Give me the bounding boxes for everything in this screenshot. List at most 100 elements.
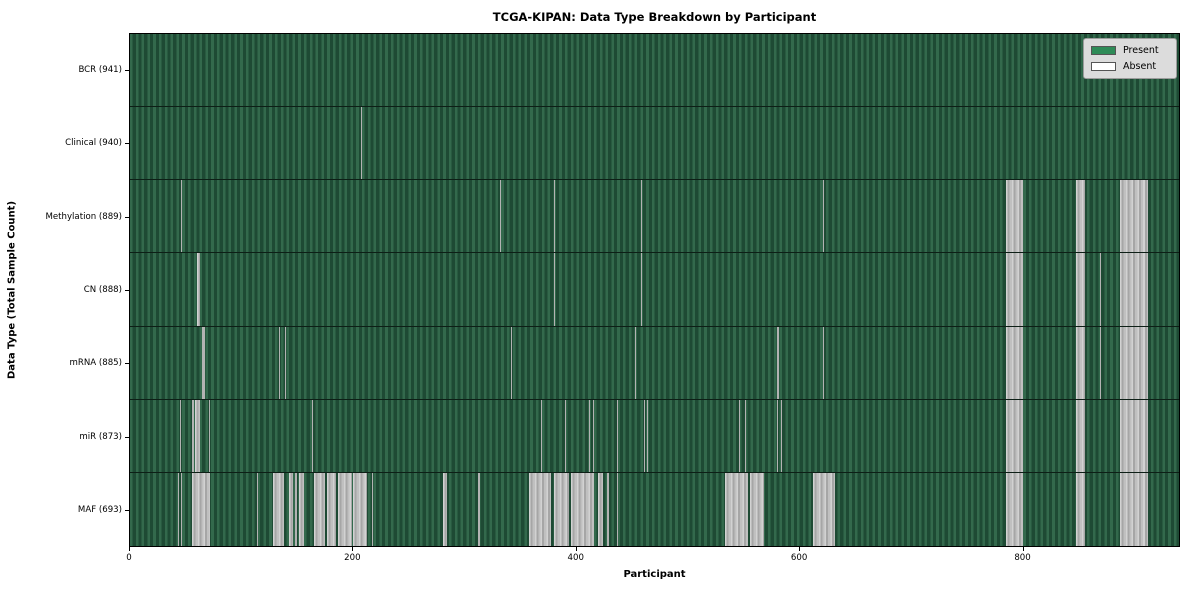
absent-stripe xyxy=(643,399,646,472)
absent-stripe xyxy=(327,472,337,546)
legend-entry-present: Present xyxy=(1091,45,1168,56)
x-axis-label: Participant xyxy=(623,569,686,580)
y-tick-label-methylation: Methylation (889) xyxy=(45,211,122,222)
absent-stripe xyxy=(1006,472,1023,546)
absent-stripe xyxy=(477,472,481,546)
legend-entry-absent: Absent xyxy=(1091,61,1168,72)
absent-stripe xyxy=(177,472,180,546)
absent-stripe xyxy=(311,399,313,472)
row-bcr xyxy=(130,34,1179,108)
x-tick-label-800: 800 xyxy=(1014,553,1031,563)
absent-stripe xyxy=(781,399,783,472)
absent-stripe xyxy=(776,399,778,472)
absent-stripe xyxy=(284,326,287,399)
absent-stripe xyxy=(1119,472,1148,546)
absent-stripe xyxy=(640,180,642,253)
y-tick-mark xyxy=(125,143,129,145)
absent-stripe xyxy=(1076,253,1086,326)
absent-stripe xyxy=(181,180,183,253)
absent-stripe xyxy=(257,472,259,546)
x-tick-label-0: 0 xyxy=(126,553,132,563)
legend-label-present: Present xyxy=(1123,45,1159,56)
absent-stripe xyxy=(1076,180,1086,253)
absent-stripe xyxy=(289,472,293,546)
y-tick-mark xyxy=(125,69,129,71)
y-tick-mark xyxy=(125,290,129,291)
absent-stripe xyxy=(313,472,326,546)
y-tick-label-maf: MAF (693) xyxy=(77,505,122,516)
absent-stripe xyxy=(617,399,619,472)
absent-stripe xyxy=(1076,472,1086,546)
absent-stripe xyxy=(589,399,591,472)
absent-stripe xyxy=(360,107,362,180)
absent-stripe xyxy=(1099,326,1101,399)
x-tick-label-400: 400 xyxy=(567,553,584,563)
x-tick-mark xyxy=(352,547,354,551)
absent-stripe xyxy=(352,472,368,546)
absent-stripe xyxy=(823,326,825,399)
x-tick-mark xyxy=(129,547,130,551)
legend: Present Absent xyxy=(1083,38,1177,79)
absent-stripe xyxy=(1119,326,1148,399)
absent-stripe xyxy=(592,399,594,472)
row-mir xyxy=(130,399,1179,473)
y-tick-label-cn: CN (888) xyxy=(83,285,122,295)
row-clinical xyxy=(130,107,1179,181)
row-mrna xyxy=(130,326,1179,400)
absent-stripe xyxy=(647,399,649,472)
absent-stripe xyxy=(1119,180,1148,253)
absent-stripe xyxy=(209,399,211,472)
x-tick-mark xyxy=(575,547,577,551)
absent-stripe xyxy=(299,472,304,546)
y-tick-label-bcr: BCR (941) xyxy=(78,64,122,75)
y-tick-label-mrna: mRNA (885) xyxy=(69,358,123,369)
absent-stripe xyxy=(634,326,637,399)
row-maf xyxy=(130,472,1179,546)
absent-stripe xyxy=(272,472,284,546)
y-tick-mark xyxy=(125,216,129,218)
absent-stripe xyxy=(553,180,555,253)
absent-stripe xyxy=(1119,253,1148,326)
absent-stripe xyxy=(202,326,205,399)
y-tick-mark xyxy=(125,510,129,512)
absent-stripe xyxy=(607,472,610,546)
y-tick-mark xyxy=(125,436,129,438)
absent-stripe xyxy=(443,472,447,546)
absent-stripe xyxy=(192,472,211,546)
absent-stripe xyxy=(564,399,566,472)
absent-stripe xyxy=(553,253,555,326)
absent-stripe xyxy=(1006,180,1023,253)
absent-stripe xyxy=(181,472,183,546)
y-tick-label-mir: miR (873) xyxy=(79,431,122,442)
absent-stripe xyxy=(541,399,543,472)
absent-stripe xyxy=(1006,399,1023,472)
absent-stripe xyxy=(1076,399,1086,472)
row-cn xyxy=(130,253,1179,327)
y-axis-label: Data Type (Total Sample Count) xyxy=(6,200,18,380)
absent-stripe xyxy=(725,472,748,546)
absent-stripe xyxy=(500,180,502,253)
x-tick-mark xyxy=(1022,547,1024,551)
absent-stripe xyxy=(194,399,201,472)
absent-stripe xyxy=(571,472,594,546)
present-swatch-icon xyxy=(1091,45,1116,56)
absent-stripe xyxy=(598,472,603,546)
absent-stripe xyxy=(640,253,642,326)
plot-area xyxy=(129,33,1180,547)
absent-stripe xyxy=(294,472,298,546)
x-tick-mark xyxy=(799,547,801,551)
absent-stripe xyxy=(553,472,570,546)
absent-stripe xyxy=(511,326,513,399)
absent-swatch-icon xyxy=(1091,61,1116,72)
legend-label-absent: Absent xyxy=(1123,61,1157,72)
absent-stripe xyxy=(749,472,765,546)
x-tick-label-600: 600 xyxy=(790,553,808,563)
absent-stripe xyxy=(1006,326,1023,399)
absent-stripe xyxy=(180,399,182,472)
absent-stripe xyxy=(823,180,825,253)
absent-stripe xyxy=(776,326,779,399)
chart-title: TCGA-KIPAN: Data Type Breakdown by Parti… xyxy=(492,10,817,24)
absent-stripe xyxy=(371,472,373,546)
y-tick-label-clinical: Clinical (940) xyxy=(65,138,122,149)
absent-stripe xyxy=(192,399,194,472)
